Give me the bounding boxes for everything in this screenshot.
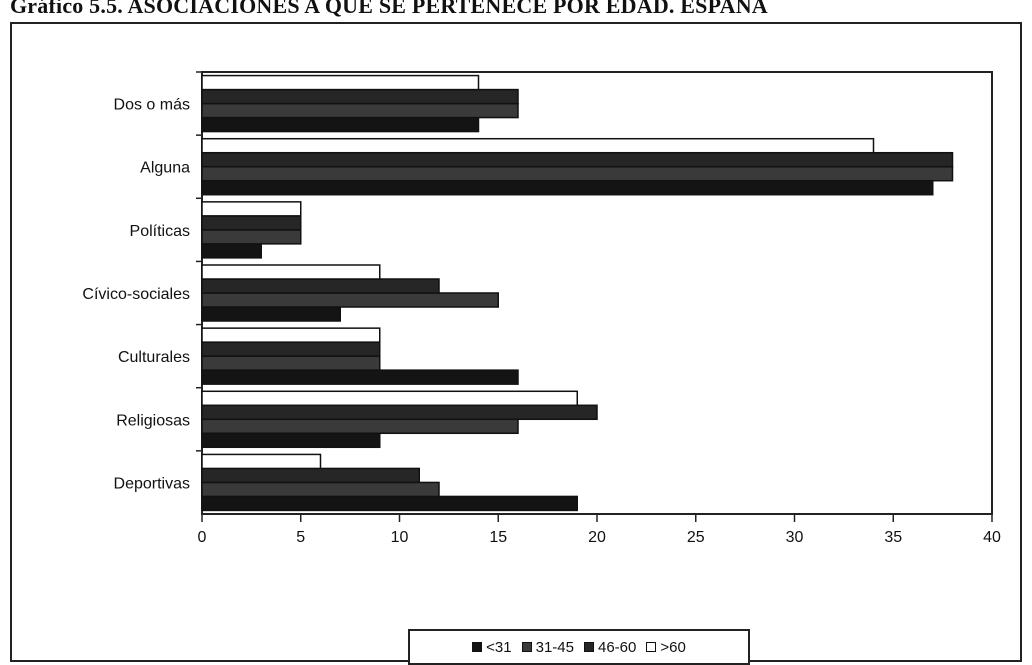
bar — [201, 418, 519, 435]
bar-chart: Dos o más Alguna Políticas Cívico-sociales C… — [82, 71, 1001, 546]
category-label: Dos o más — [114, 97, 190, 114]
x-tick-label: 20 — [588, 529, 606, 546]
bar — [201, 355, 381, 371]
bar — [201, 278, 440, 294]
category-label: Alguna — [140, 160, 190, 177]
category-label: Políticas — [130, 223, 190, 240]
legend-label: >60 — [660, 638, 686, 656]
bar — [201, 306, 341, 322]
bar — [201, 292, 499, 308]
chart-title: Gráfico 5.5. ASOCIACIONES A QUE SE PERTE… — [10, 0, 768, 18]
bar — [201, 390, 578, 407]
legend-swatch-icon — [584, 642, 594, 652]
legend-label: 46-60 — [598, 638, 637, 656]
legend-item-under-31: <31 — [472, 638, 512, 656]
legend-item-over-60: >60 — [646, 638, 686, 656]
bar — [201, 215, 302, 231]
category-label: Religiosas — [116, 412, 190, 429]
bar — [201, 432, 381, 449]
bar — [201, 495, 578, 512]
chart-frame: Dos o más Alguna Políticas Cívico-sociales C… — [10, 22, 1022, 665]
legend-label: 31-45 — [535, 638, 574, 656]
bar — [201, 229, 302, 245]
bar — [201, 179, 934, 196]
bar — [201, 341, 381, 357]
bar — [201, 102, 519, 119]
x-tick-label: 5 — [296, 529, 305, 546]
category-label: Cívico-sociales — [82, 286, 190, 303]
x-tick-label: 40 — [983, 529, 1001, 546]
legend-swatch-icon — [646, 642, 657, 652]
category-label: Culturales — [118, 349, 190, 366]
bar — [201, 467, 420, 484]
bar — [201, 74, 480, 91]
bar — [201, 243, 262, 259]
legend-item-31-45: 31-45 — [521, 638, 574, 656]
bar — [201, 327, 381, 343]
category-label: Deportivas — [114, 475, 190, 492]
x-tick-label: 30 — [786, 529, 804, 546]
bar — [201, 481, 440, 498]
x-tick-label: 35 — [884, 529, 902, 546]
legend-swatch-icon — [472, 642, 483, 652]
bar — [201, 151, 954, 168]
bar — [201, 137, 875, 154]
legend: <31 31-45 46-60 >60 — [408, 629, 750, 665]
bar — [201, 116, 480, 133]
legend-swatch-icon — [521, 642, 532, 652]
legend-label: <31 — [486, 638, 512, 656]
legend-item-46-60: 46-60 — [584, 639, 636, 656]
x-tick-label: 25 — [687, 529, 705, 546]
bar — [201, 88, 519, 105]
x-tick-label: 0 — [198, 529, 207, 546]
bar — [201, 453, 322, 470]
x-tick-label: 15 — [489, 529, 507, 546]
bar — [201, 404, 598, 421]
bar — [201, 165, 954, 182]
bar — [201, 369, 519, 385]
bar — [201, 264, 381, 280]
x-tick-label: 10 — [391, 529, 409, 546]
bar — [201, 201, 302, 217]
